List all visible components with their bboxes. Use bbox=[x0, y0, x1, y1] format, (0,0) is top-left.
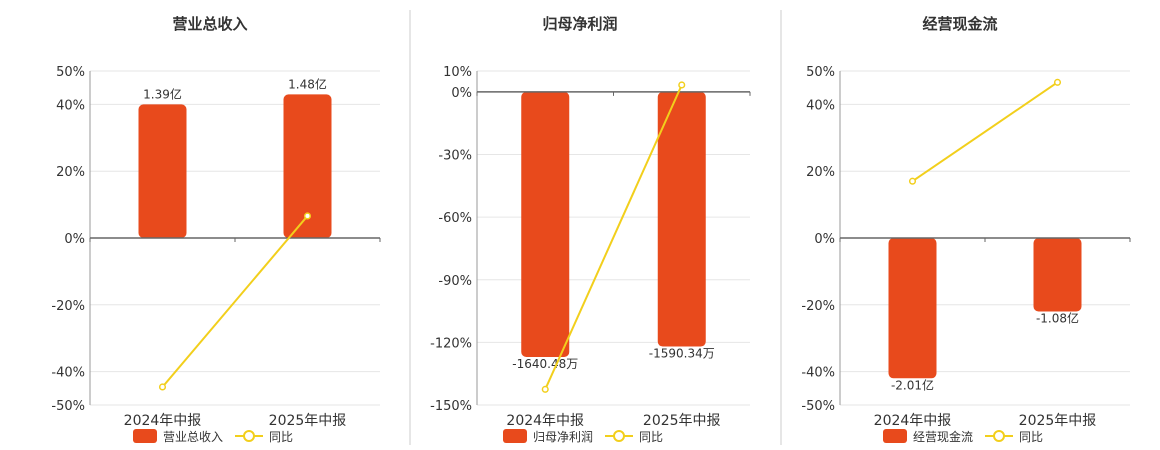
legend-line-marker bbox=[993, 430, 1005, 442]
legend-bar-swatch bbox=[133, 429, 157, 443]
y-tick-label: 0% bbox=[64, 232, 85, 247]
y-tick-label: 40% bbox=[56, 98, 85, 113]
legend-bar-label: 归母净利润 bbox=[533, 430, 593, 444]
chart-title: 营业总收入 bbox=[172, 15, 247, 33]
y-tick-label: 20% bbox=[806, 165, 835, 180]
bar-value-label: -1.08亿 bbox=[1036, 310, 1079, 325]
yoy-point bbox=[158, 383, 167, 391]
chart-title: 归母净利润 bbox=[542, 15, 617, 33]
x-category-label: 2025年中报 bbox=[1019, 413, 1097, 429]
bar-value-label: -1590.34万 bbox=[649, 347, 715, 361]
y-tick-label: -30% bbox=[438, 149, 472, 164]
y-tick-label: 0% bbox=[814, 232, 835, 247]
y-tick-label: 10% bbox=[443, 65, 472, 80]
bar-value-label: 1.48亿 bbox=[288, 76, 327, 91]
bar bbox=[657, 91, 706, 347]
y-tick-label: 50% bbox=[806, 65, 835, 80]
legend-line-label: 同比 bbox=[269, 430, 293, 444]
y-tick-label: 50% bbox=[56, 65, 85, 80]
y-tick-label: -40% bbox=[801, 366, 835, 381]
y-tick-label: 40% bbox=[806, 98, 835, 113]
legend-bar-swatch bbox=[503, 429, 527, 443]
y-tick-label: 0% bbox=[451, 86, 472, 101]
bar-value-label: -2.01亿 bbox=[891, 377, 934, 392]
legend-bar-label: 营业总收入 bbox=[163, 430, 223, 444]
bar-value-label: -1640.48万 bbox=[512, 357, 578, 371]
y-tick-label: -120% bbox=[430, 336, 472, 351]
yoy-line bbox=[911, 81, 1059, 183]
legend-line-label: 同比 bbox=[1019, 430, 1043, 444]
x-category-label: 2024年中报 bbox=[506, 413, 584, 429]
bar bbox=[1033, 238, 1082, 312]
bar bbox=[283, 94, 332, 238]
y-tick-label: -90% bbox=[438, 274, 472, 289]
bar-value-label: 1.39亿 bbox=[143, 86, 182, 101]
y-tick-label: -60% bbox=[438, 211, 472, 226]
y-tick-label: -20% bbox=[801, 299, 835, 314]
y-tick-label: 20% bbox=[56, 165, 85, 180]
x-category-label: 2024年中报 bbox=[874, 413, 952, 429]
y-tick-label: -40% bbox=[51, 366, 85, 381]
legend-line-marker bbox=[613, 430, 625, 442]
legend-line-marker bbox=[243, 430, 255, 442]
y-tick-label: -50% bbox=[51, 399, 85, 414]
yoy-point bbox=[908, 177, 917, 185]
legend-bar-label: 经营现金流 bbox=[913, 429, 973, 444]
yoy-point bbox=[678, 81, 686, 89]
x-category-label: 2024年中报 bbox=[124, 413, 202, 429]
yoy-line bbox=[161, 215, 309, 388]
yoy-point bbox=[303, 212, 312, 220]
chart-title: 经营现金流 bbox=[922, 15, 997, 33]
yoy-point bbox=[541, 385, 549, 393]
x-category-label: 2025年中报 bbox=[643, 413, 721, 429]
y-tick-label: -150% bbox=[430, 399, 472, 414]
yoy-line bbox=[544, 84, 683, 390]
y-tick-label: -50% bbox=[801, 399, 835, 414]
y-tick-label: -20% bbox=[51, 299, 85, 314]
x-category-label: 2025年中报 bbox=[269, 413, 347, 429]
legend-bar-swatch bbox=[883, 429, 907, 443]
bar bbox=[888, 238, 937, 379]
legend-line-label: 同比 bbox=[639, 430, 663, 444]
yoy-point bbox=[1053, 78, 1062, 86]
bar bbox=[138, 104, 187, 239]
bar bbox=[521, 91, 570, 357]
